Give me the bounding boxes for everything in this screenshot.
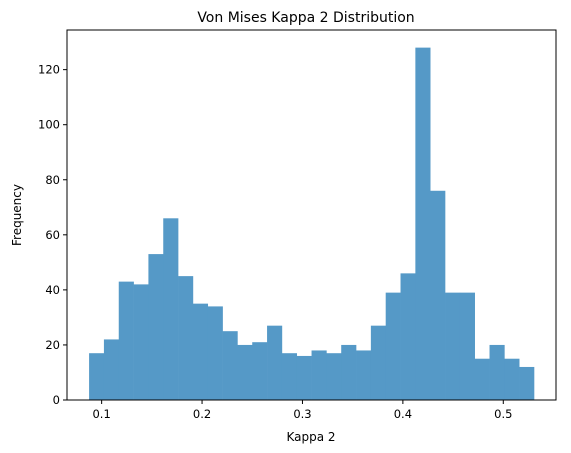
histogram-bar [222,331,238,400]
histogram-bar [489,344,505,400]
x-tick-label: 0.4 [394,407,412,421]
x-axis: 0.1 0.2 0.3 0.4 0.5 [92,400,512,421]
histogram-bar [430,190,446,400]
histogram-bar [237,344,253,400]
y-tick-label: 0 [53,393,60,407]
y-tick-label: 100 [38,118,60,132]
histogram-bar [341,344,357,400]
x-tick-label: 0.1 [92,407,110,421]
y-tick-label: 80 [45,173,60,187]
histogram-bar [385,292,401,400]
histogram-bar [311,350,327,400]
histogram-bar [504,358,520,400]
histogram-bar [415,47,431,401]
histogram-bar [267,325,283,400]
bars-group [89,47,535,401]
chart-title: Von Mises Kappa 2 Distribution [197,10,414,26]
histogram-bar [474,358,490,400]
histogram-bar [445,292,461,400]
x-tick-label: 0.2 [193,407,211,421]
histogram-bar [89,353,105,400]
y-tick-label: 120 [38,63,60,77]
histogram-bar [178,276,194,400]
histogram-bar [281,353,298,400]
y-axis: 0 20 40 60 80 100 120 [38,63,67,407]
histogram-bar [400,273,416,400]
histogram-bar [519,366,535,400]
y-tick-label: 60 [45,228,60,242]
histogram-bar [103,339,120,400]
histogram-bar [296,355,312,400]
x-axis-label: Kappa 2 [286,430,335,444]
x-tick-label: 0.5 [494,407,512,421]
histogram-bar [370,325,386,400]
y-axis-label: Frequency [10,184,24,246]
plot-frame [66,29,557,401]
x-tick-label: 0.3 [293,407,311,421]
histogram-bar [118,281,134,400]
histogram-bar [133,284,149,401]
histogram-bar [192,303,209,400]
histogram-bar [207,306,223,400]
y-tick-label: 40 [45,283,60,297]
histogram-bar [148,254,164,400]
histogram-bar [459,292,475,400]
y-tick-label: 20 [45,338,60,352]
histogram-bar [252,342,268,400]
histogram-bar [356,350,372,400]
histogram-bar [326,353,342,400]
histogram-bar [163,218,179,400]
